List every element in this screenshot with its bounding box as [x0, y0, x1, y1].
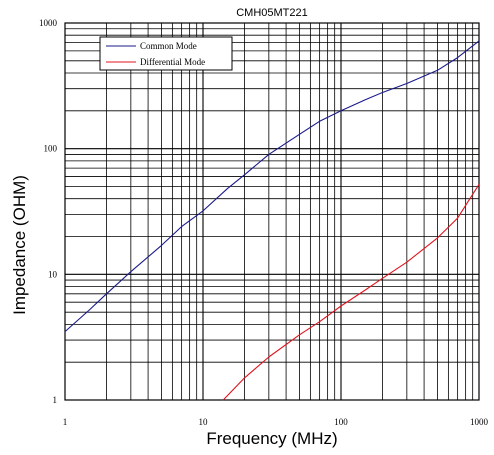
y-tick-label: 1000: [39, 18, 58, 28]
series-line-differential-mode: [222, 184, 480, 401]
y-axis-label: Impedance (OHM): [10, 175, 29, 315]
chart-title: CMH05MT221: [236, 7, 308, 19]
x-tick-label: 1: [63, 417, 68, 427]
legend-box: [99, 36, 233, 71]
y-tick-label: 1: [53, 395, 58, 405]
legend: Common Mode Differential Mode: [99, 36, 233, 71]
x-axis-label: Frequency (MHz): [206, 429, 337, 448]
x-tick-label: 1000: [470, 417, 489, 427]
x-tick-label: 100: [334, 417, 348, 427]
legend-label-common-mode: Common Mode: [140, 41, 197, 51]
series-layer: [64, 40, 480, 401]
plot-frame: [64, 22, 480, 401]
legend-label-differential-mode: Differential Mode: [140, 57, 205, 67]
x-tick-label: 10: [199, 417, 209, 427]
y-tick-label: 100: [44, 144, 58, 154]
grid: [65, 23, 479, 400]
series-line-common-mode: [64, 40, 480, 333]
y-tick-label: 10: [48, 269, 58, 279]
tick-labels: 1 10 100 1000 1 10 100 1000: [39, 18, 489, 427]
